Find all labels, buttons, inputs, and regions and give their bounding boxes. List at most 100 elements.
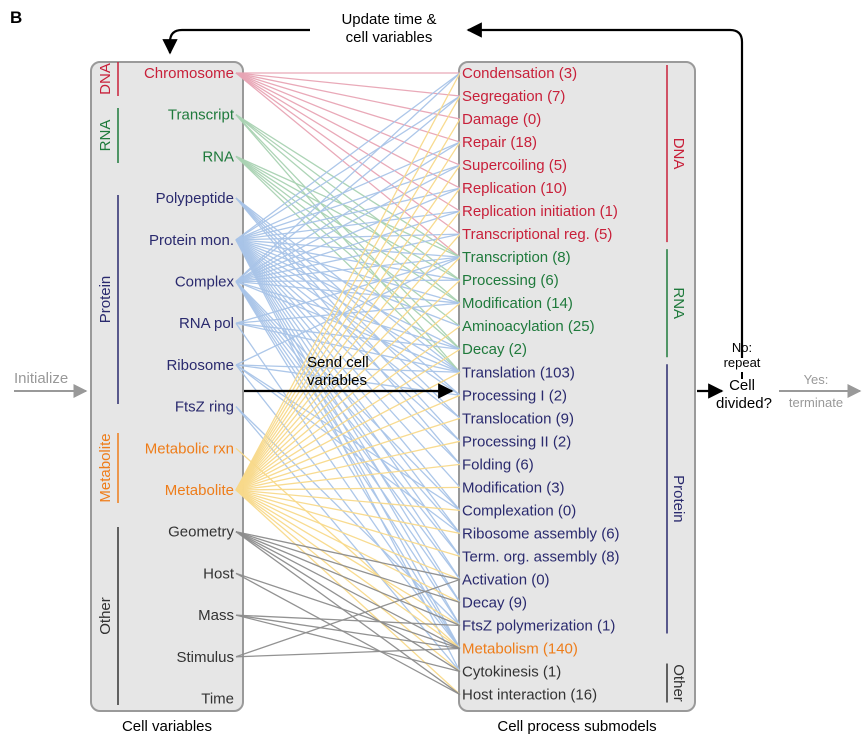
connection-line — [235, 364, 461, 373]
connection-line — [235, 114, 461, 281]
connection-line — [235, 279, 461, 491]
connection-line — [235, 72, 461, 120]
cell-divided-line2: divided? — [716, 395, 772, 412]
connection-line — [235, 256, 461, 491]
submodel-label: Processing I (2) — [462, 387, 567, 404]
right-group-label-rna: RNA — [670, 287, 687, 319]
right-group-label-other: Other — [670, 664, 687, 702]
connection-line — [235, 256, 461, 366]
submodel-label: Translocation (9) — [462, 410, 574, 427]
connection-line — [235, 155, 461, 304]
connection-line — [235, 531, 461, 604]
connection-line — [235, 614, 461, 650]
update-label-line1: Update time & — [341, 11, 436, 28]
connection-line — [235, 325, 461, 491]
connection-line — [235, 72, 461, 258]
connection-line — [235, 187, 461, 283]
connection-line — [235, 95, 461, 491]
submodel-label: Processing (6) — [462, 272, 559, 289]
connection-line — [235, 364, 461, 511]
left-group-label-metabolite: Metabolite — [97, 433, 114, 502]
submodel-label: Decay (9) — [462, 594, 527, 611]
connection-line — [235, 647, 461, 658]
cell-variable-metabolic_rxn: Metabolic rxn — [145, 440, 234, 457]
connection-line — [235, 155, 461, 327]
connection-line — [235, 155, 461, 350]
connection-line — [235, 95, 461, 241]
connection-line — [235, 114, 461, 350]
submodel-label: Aminoacylation (25) — [462, 318, 595, 335]
connection-line — [235, 489, 461, 512]
cell-variable-host: Host — [203, 565, 235, 582]
left-caption: Cell variables — [122, 718, 212, 735]
connection-line — [235, 187, 461, 491]
right-group-label-protein: Protein — [670, 475, 687, 523]
connection-line — [235, 155, 461, 373]
right-caption: Cell process submodels — [497, 718, 656, 735]
connection-line — [235, 114, 461, 258]
connection-line — [235, 155, 461, 281]
connection-line — [235, 233, 461, 241]
connection-line — [235, 233, 461, 491]
submodel-label: Transcription (8) — [462, 249, 571, 266]
cell-variable-groups: DNA RNA Protein Metabolite Other — [97, 62, 119, 705]
submodel-label: Repair (18) — [462, 134, 537, 151]
connection-line — [235, 302, 461, 324]
connection-line — [235, 531, 461, 696]
connection-line — [235, 72, 461, 212]
connection-line — [235, 233, 461, 283]
connection-line — [235, 486, 461, 491]
send-label-line1: Send cell — [307, 354, 369, 371]
cell-divided-line1: Cell — [729, 377, 755, 394]
submodel-label: Ribosome assembly (6) — [462, 525, 620, 542]
connection-line — [235, 72, 461, 241]
submodel-label: Folding (6) — [462, 456, 534, 473]
right-group-label-dna: DNA — [670, 138, 687, 170]
left-group-label-rna: RNA — [97, 120, 114, 152]
submodel-label: Processing II (2) — [462, 433, 571, 450]
submodel-label: Replication (10) — [462, 180, 567, 197]
submodel-label: Activation (0) — [462, 571, 550, 588]
connection-line — [235, 210, 461, 241]
connection-line — [235, 463, 461, 491]
connection-line — [235, 489, 461, 696]
connection-line — [235, 239, 461, 534]
connection-line — [235, 440, 461, 491]
connection-line — [235, 531, 461, 581]
update-arrow-left — [162, 28, 310, 55]
connection-line — [235, 578, 461, 658]
connection-line — [235, 322, 461, 373]
submodel-label: FtsZ polymerization (1) — [462, 617, 615, 634]
connection-line — [235, 72, 461, 143]
submodel-label: Cytokinesis (1) — [462, 664, 561, 681]
submodel-label: Replication initiation (1) — [462, 203, 618, 220]
connection-line — [235, 531, 461, 627]
left-group-label-other: Other — [97, 597, 114, 635]
connection-line — [235, 572, 461, 696]
left-group-label-protein: Protein — [97, 276, 114, 324]
connection-line — [235, 239, 461, 258]
cell-variable-transcript: Transcript — [168, 107, 235, 124]
connection-line — [235, 210, 461, 283]
cell-variable-geometry: Geometry — [168, 524, 234, 541]
submodel-label: Damage (0) — [462, 111, 541, 128]
connection-line — [235, 164, 461, 283]
submodel-labels: Condensation (3) Segregation (7) Damage (0… — [462, 65, 620, 704]
submodel-label: Segregation (7) — [462, 88, 565, 105]
connection-line — [235, 489, 461, 650]
submodel-label: Host interaction (16) — [462, 687, 597, 704]
yes-label: Yes: — [804, 372, 829, 387]
connection-line — [235, 364, 461, 649]
cell-variable-polypeptide: Polypeptide — [156, 190, 234, 207]
cell-variable-ftsz_ring: FtsZ ring — [175, 399, 234, 416]
cell-variable-chromosome: Chromosome — [144, 65, 234, 82]
cell-variable-rna: RNA — [202, 148, 234, 165]
initialize-label: Initialize — [14, 370, 68, 387]
submodel-label: Metabolism (140) — [462, 641, 578, 658]
submodel-label: Term. org. assembly (8) — [462, 548, 620, 565]
connection-line — [235, 141, 461, 283]
connection-line — [235, 322, 461, 649]
submodel-label: Decay (2) — [462, 341, 527, 358]
connection-line — [235, 239, 461, 603]
